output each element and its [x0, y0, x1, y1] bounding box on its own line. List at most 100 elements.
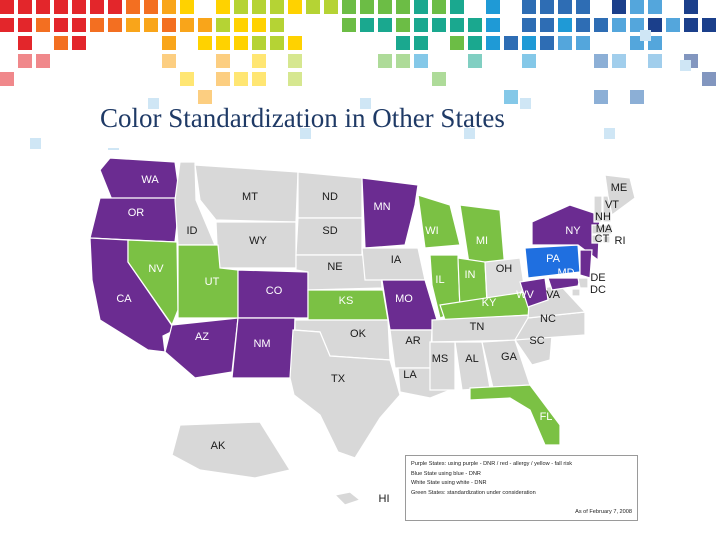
mosaic-square	[108, 148, 119, 150]
state-label-sd: SD	[322, 225, 337, 237]
mosaic-square	[72, 0, 86, 14]
state-label-or: OR	[128, 207, 145, 219]
mosaic-square	[36, 0, 50, 14]
mosaic-square	[252, 54, 266, 68]
mosaic-square	[216, 0, 230, 14]
mosaic-square	[342, 0, 356, 14]
state-or	[89, 197, 181, 243]
mosaic-square	[108, 0, 122, 14]
state-label-md: MD	[557, 267, 574, 279]
state-label-va: VA	[546, 289, 561, 301]
mosaic-square	[396, 36, 410, 50]
state-wi	[417, 194, 461, 249]
state-label-il: IL	[435, 274, 444, 286]
state-label-ne: NE	[327, 261, 342, 273]
state-label-ga: GA	[501, 351, 518, 363]
mosaic-square	[36, 54, 50, 68]
mosaic-square	[522, 54, 536, 68]
mosaic-square	[432, 72, 446, 86]
mosaic-square	[450, 36, 464, 50]
legend-item-purple: Purple States: using purple - DNR / red …	[411, 461, 573, 467]
mosaic-square	[612, 54, 626, 68]
mosaic-square	[234, 72, 248, 86]
mosaic-square	[108, 18, 122, 32]
mosaic-square	[0, 18, 14, 32]
state-wv	[519, 277, 549, 308]
state-label-wy: WY	[249, 235, 267, 247]
state-label-me: ME	[611, 182, 628, 194]
mosaic-square	[396, 0, 410, 14]
mosaic-square	[162, 36, 176, 50]
mosaic-square	[576, 0, 590, 14]
slide-title: Color Standardization in Other States	[100, 103, 505, 133]
mosaic-square	[18, 54, 32, 68]
mosaic-square	[288, 54, 302, 68]
mosaic-square	[630, 0, 644, 14]
mosaic-square	[162, 54, 176, 68]
mosaic-square	[18, 36, 32, 50]
mosaic-square	[594, 54, 608, 68]
state-label-fl: FL	[540, 411, 553, 423]
mosaic-square	[648, 54, 662, 68]
mosaic-square	[640, 30, 651, 41]
state-label-la: LA	[403, 369, 417, 381]
mosaic-square	[522, 0, 536, 14]
mosaic-square	[270, 36, 284, 50]
mosaic-square	[612, 0, 626, 14]
mosaic-square	[576, 18, 590, 32]
state-label-co: CO	[266, 285, 283, 297]
state-label-ms: MS	[432, 353, 449, 365]
mosaic-square	[198, 36, 212, 50]
state-ms	[429, 341, 456, 391]
mosaic-square	[306, 0, 320, 14]
mosaic-square	[216, 72, 230, 86]
legend-item-green: Green States: standardization under cons…	[411, 489, 536, 496]
state-label-ma: MA	[596, 223, 613, 235]
mosaic-square	[288, 36, 302, 50]
mosaic-square	[684, 0, 698, 14]
state-fl	[469, 384, 561, 446]
state-de	[577, 277, 589, 289]
state-az	[164, 317, 239, 379]
mosaic-square	[540, 36, 554, 50]
mosaic-square	[252, 18, 266, 32]
state-label-ct: CT	[595, 233, 610, 245]
mosaic-square	[126, 0, 140, 14]
state-label-ut: UT	[205, 276, 220, 288]
mosaic-square	[252, 0, 266, 14]
state-label-ri: RI	[615, 235, 626, 247]
mosaic-square	[270, 0, 284, 14]
mosaic-square	[198, 18, 212, 32]
state-dc	[571, 288, 581, 297]
mosaic-square	[468, 36, 482, 50]
mosaic-square	[414, 0, 428, 14]
state-label-dc: DC	[590, 284, 606, 296]
mosaic-square	[594, 18, 608, 32]
mosaic-square	[162, 0, 176, 14]
mosaic-square	[252, 72, 266, 86]
mosaic-square	[0, 0, 14, 14]
mosaic-square	[234, 0, 248, 14]
state-mo	[381, 279, 441, 331]
mosaic-square	[464, 128, 475, 139]
mosaic-square	[30, 138, 41, 149]
mosaic-square	[594, 90, 608, 104]
mosaic-square	[180, 72, 194, 86]
mosaic-square	[90, 18, 104, 32]
mosaic-square	[414, 36, 428, 50]
state-label-mo: MO	[395, 293, 413, 305]
state-ct	[591, 234, 603, 244]
mosaic-square	[216, 36, 230, 50]
mosaic-square	[648, 0, 662, 14]
mosaic-square	[378, 18, 392, 32]
mosaic-square	[414, 54, 428, 68]
mosaic-square	[522, 36, 536, 50]
state-label-ia: IA	[391, 254, 402, 266]
mosaic-square	[468, 54, 482, 68]
state-wa	[99, 157, 181, 201]
state-label-tx: TX	[331, 373, 346, 385]
mosaic-square	[558, 0, 572, 14]
mosaic-square	[702, 72, 716, 86]
state-label-sc: SC	[529, 335, 544, 347]
mosaic-square	[486, 36, 500, 50]
